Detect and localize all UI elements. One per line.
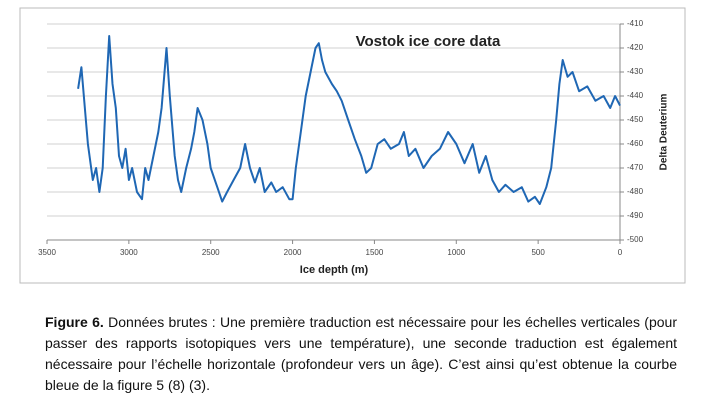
y-axis-label: Delta Deuterium [659, 94, 670, 171]
y-tick-label: -420 [627, 43, 644, 52]
x-tick-label: 0 [618, 248, 623, 257]
x-tick-label: 2000 [284, 248, 302, 257]
y-tick-label: -460 [627, 139, 644, 148]
caption: Figure 6. Données brutes : Une première … [45, 312, 677, 396]
chart-frame [19, 7, 686, 284]
caption-label: Figure 6. [45, 314, 104, 330]
x-tick-label: 3500 [38, 248, 56, 257]
y-tick-label: -450 [627, 115, 644, 124]
x-tick-label: 1500 [366, 248, 384, 257]
y-tick-label: -470 [627, 163, 644, 172]
x-tick-label: 2500 [202, 248, 220, 257]
y-tick-label: -490 [627, 211, 644, 220]
data-line [77, 35, 621, 205]
y-tick-label: -440 [627, 91, 644, 100]
x-tick-label: 3000 [120, 248, 138, 257]
chart: Vostok ice core data Ice depth (m) Delta… [19, 7, 686, 284]
y-tick-label: -480 [627, 187, 644, 196]
chart-title: Vostok ice core data [356, 33, 501, 50]
y-tick-label: -410 [627, 19, 644, 28]
caption-text: Données brutes : Une première traduction… [45, 314, 677, 393]
x-tick-label: 1000 [447, 248, 465, 257]
y-tick-label: -430 [627, 67, 644, 76]
y-tick-label: -500 [627, 235, 644, 244]
x-axis-label: Ice depth (m) [300, 264, 369, 276]
x-tick-label: 500 [531, 248, 545, 257]
